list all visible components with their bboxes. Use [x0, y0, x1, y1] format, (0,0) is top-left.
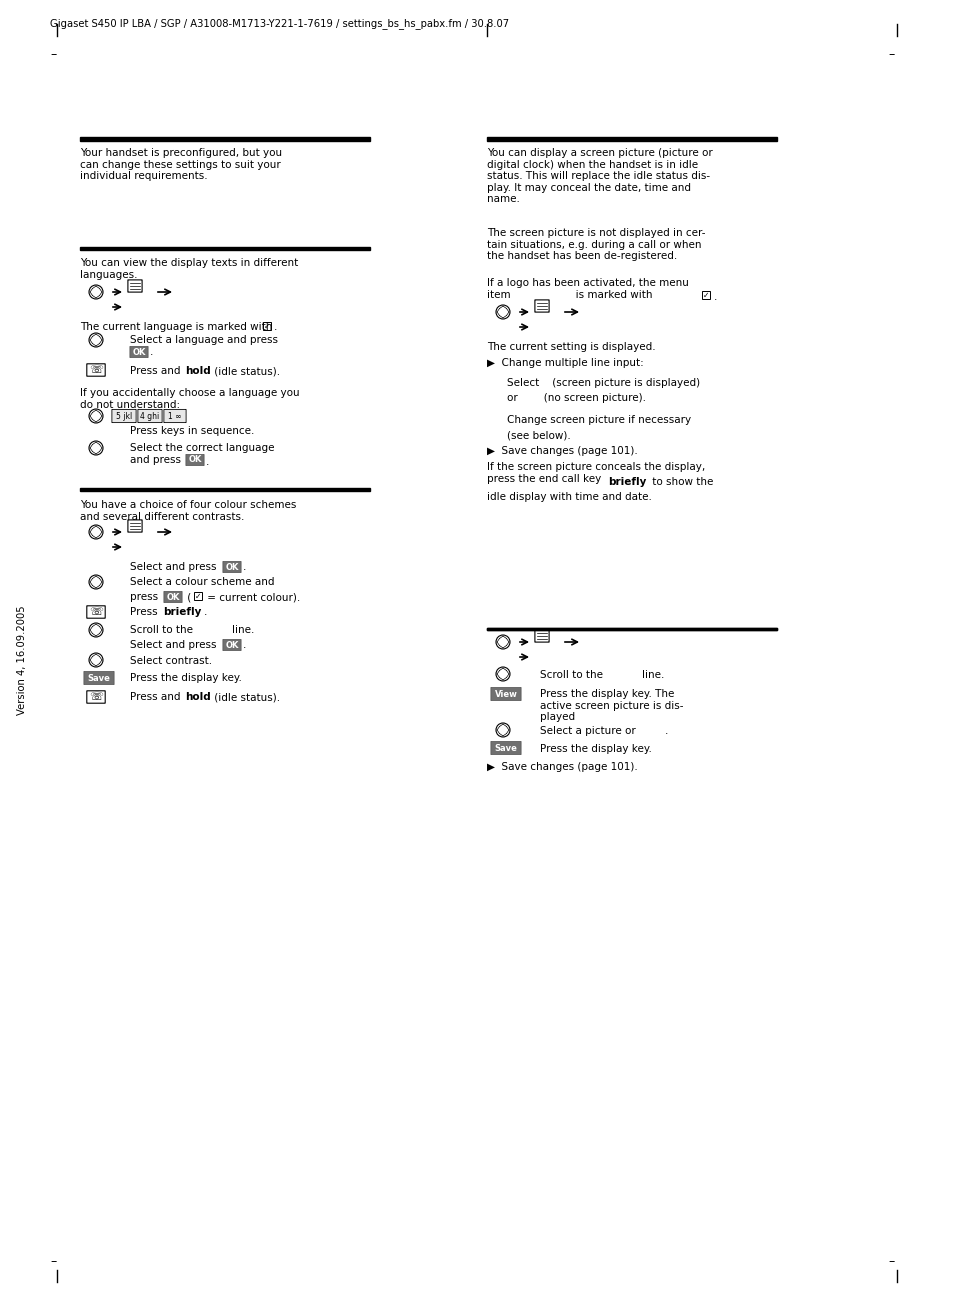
Text: 1 ∞: 1 ∞: [168, 412, 182, 421]
Text: The screen picture is not displayed in cer-
tain situations, e.g. during a call : The screen picture is not displayed in c…: [486, 227, 705, 261]
Text: OK: OK: [132, 348, 146, 357]
Text: Press keys in sequence.: Press keys in sequence.: [130, 426, 254, 437]
Text: .: .: [274, 322, 277, 332]
Text: Press and: Press and: [130, 691, 184, 702]
Text: briefly: briefly: [607, 477, 646, 488]
Text: Select a colour scheme and: Select a colour scheme and: [130, 576, 274, 587]
Text: ▶  Change multiple line input:: ▶ Change multiple line input:: [486, 358, 643, 369]
Text: briefly: briefly: [163, 606, 201, 617]
Text: If you accidentally choose a language you
do not understand:: If you accidentally choose a language yo…: [80, 388, 299, 409]
Text: Press and: Press and: [130, 366, 184, 376]
Text: .: .: [150, 346, 153, 357]
Bar: [193, 592, 202, 600]
Text: .: .: [206, 457, 209, 467]
Text: = current colour).: = current colour).: [204, 592, 300, 603]
Text: .: .: [204, 606, 207, 617]
Text: ▶  Save changes (page 101).: ▶ Save changes (page 101).: [486, 762, 638, 772]
Text: Scroll to the            line.: Scroll to the line.: [130, 625, 254, 635]
Bar: [486, 137, 776, 141]
Text: (see below).: (see below).: [506, 430, 570, 440]
Text: .: .: [243, 640, 246, 650]
Bar: [80, 137, 370, 141]
Text: Save: Save: [88, 673, 111, 682]
Text: Select a picture or         .: Select a picture or .: [539, 725, 668, 736]
Text: –: –: [50, 1255, 56, 1268]
FancyBboxPatch shape: [138, 409, 162, 422]
Text: ✓: ✓: [264, 322, 270, 331]
Text: Select contrast.: Select contrast.: [130, 656, 212, 667]
FancyBboxPatch shape: [186, 455, 204, 465]
FancyBboxPatch shape: [84, 672, 114, 685]
Bar: [486, 627, 776, 630]
Bar: [263, 322, 271, 329]
FancyBboxPatch shape: [491, 687, 520, 701]
Text: OK: OK: [225, 562, 238, 571]
FancyBboxPatch shape: [164, 409, 186, 422]
FancyBboxPatch shape: [491, 741, 520, 754]
Text: Select the correct language
and press: Select the correct language and press: [130, 443, 274, 464]
Text: You can view the display texts in different
languages.: You can view the display texts in differ…: [80, 257, 298, 280]
Text: 4 ghi: 4 ghi: [140, 412, 159, 421]
Text: ✓: ✓: [194, 592, 201, 600]
Text: Press the display key.: Press the display key.: [539, 744, 651, 754]
Text: Select    (screen picture is displayed): Select (screen picture is displayed): [506, 378, 700, 388]
Text: to show the: to show the: [648, 477, 713, 488]
Bar: [486, 627, 776, 630]
FancyBboxPatch shape: [223, 562, 241, 572]
Text: or        (no screen picture).: or (no screen picture).: [506, 393, 645, 403]
Text: Press: Press: [130, 606, 161, 617]
Text: View: View: [494, 690, 517, 698]
Bar: [701, 291, 709, 299]
Text: ☏: ☏: [89, 606, 103, 617]
FancyBboxPatch shape: [164, 591, 182, 603]
Text: ☏: ☏: [89, 365, 103, 375]
Text: The current language is marked with: The current language is marked with: [80, 322, 275, 332]
Text: .: .: [713, 291, 717, 302]
Text: press: press: [130, 592, 161, 603]
Text: (idle status).: (idle status).: [211, 691, 280, 702]
Text: OK: OK: [188, 456, 201, 464]
Text: Scroll to the            line.: Scroll to the line.: [539, 670, 663, 680]
Text: OK: OK: [166, 592, 179, 601]
Text: Your handset is preconfigured, but you
can change these settings to suit your
in: Your handset is preconfigured, but you c…: [80, 148, 282, 182]
Text: 5 jkl: 5 jkl: [115, 412, 132, 421]
Bar: [80, 247, 370, 250]
Text: (: (: [184, 592, 191, 603]
Text: Select and press: Select and press: [130, 562, 219, 572]
Text: –: –: [887, 48, 893, 61]
Text: –: –: [887, 1255, 893, 1268]
Text: Press the display key. The
active screen picture is dis-
played: Press the display key. The active screen…: [539, 689, 682, 723]
Text: Select a language and press: Select a language and press: [130, 335, 277, 345]
FancyBboxPatch shape: [223, 639, 241, 651]
Text: ☏: ☏: [89, 691, 103, 702]
Text: Change screen picture if necessary: Change screen picture if necessary: [506, 416, 690, 425]
Text: You can display a screen picture (picture or
digital clock) when the handset is : You can display a screen picture (pictur…: [486, 148, 712, 204]
Text: ▶  Save changes (page 101).: ▶ Save changes (page 101).: [486, 446, 638, 456]
Text: hold: hold: [185, 691, 211, 702]
Text: –: –: [50, 48, 56, 61]
Text: If a logo has been activated, the menu
item                    is marked with: If a logo has been activated, the menu i…: [486, 278, 688, 299]
FancyBboxPatch shape: [130, 346, 148, 358]
Text: idle display with time and date.: idle display with time and date.: [486, 491, 651, 502]
Text: Save: Save: [494, 744, 517, 753]
Text: If the screen picture conceals the display,
press the end call key: If the screen picture conceals the displ…: [486, 461, 704, 484]
Text: Gigaset S450 IP LBA / SGP / A31008-M1713-Y221-1-7619 / settings_bs_hs_pabx.fm / : Gigaset S450 IP LBA / SGP / A31008-M1713…: [50, 18, 509, 29]
Text: (idle status).: (idle status).: [211, 366, 280, 376]
Text: Version 4, 16.09.2005: Version 4, 16.09.2005: [17, 605, 27, 715]
FancyBboxPatch shape: [112, 409, 136, 422]
Text: Select and press: Select and press: [130, 640, 219, 650]
Text: Press the display key.: Press the display key.: [130, 673, 242, 684]
Bar: [80, 488, 370, 491]
Text: You have a choice of four colour schemes
and several different contrasts.: You have a choice of four colour schemes…: [80, 501, 296, 521]
Text: .: .: [243, 562, 246, 572]
Text: ✓: ✓: [702, 290, 708, 299]
Text: The current setting is displayed.: The current setting is displayed.: [486, 342, 655, 352]
Text: hold: hold: [185, 366, 211, 376]
Text: OK: OK: [225, 640, 238, 650]
